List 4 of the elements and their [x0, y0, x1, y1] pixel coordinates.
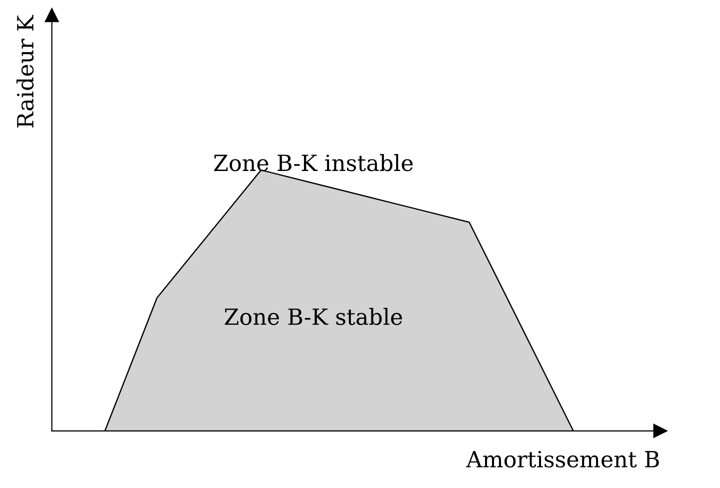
y-axis-title: Raideur K — [16, 14, 34, 128]
x-axis-title: Amortissement B — [466, 450, 659, 468]
annotation: Zone B-K stable — [224, 308, 402, 326]
annotation: Zone B-K instable — [214, 154, 413, 172]
